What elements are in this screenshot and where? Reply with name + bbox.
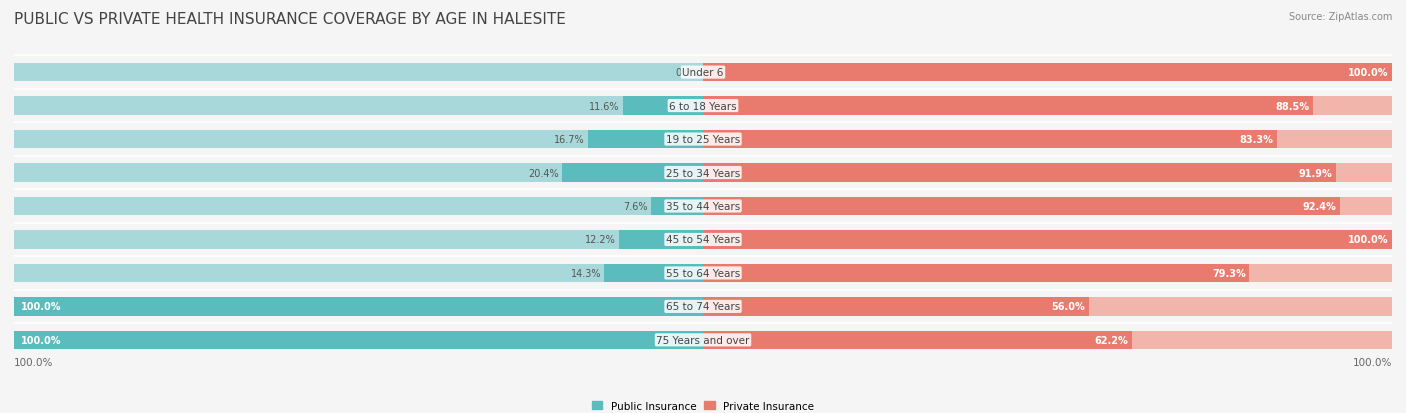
Text: Under 6: Under 6 bbox=[682, 68, 724, 78]
Text: 20.4%: 20.4% bbox=[529, 168, 560, 178]
Text: 91.9%: 91.9% bbox=[1299, 168, 1333, 178]
Bar bbox=[14, 164, 703, 182]
Bar bbox=[623, 97, 703, 116]
Text: 35 to 44 Years: 35 to 44 Years bbox=[666, 202, 740, 211]
Bar bbox=[703, 264, 1250, 282]
Bar bbox=[703, 131, 1392, 149]
Text: 12.2%: 12.2% bbox=[585, 235, 616, 245]
Bar bbox=[562, 164, 703, 182]
Bar bbox=[14, 331, 703, 349]
Bar bbox=[703, 164, 1336, 182]
Text: 62.2%: 62.2% bbox=[1094, 335, 1128, 345]
Bar bbox=[14, 331, 703, 349]
Bar bbox=[703, 197, 1340, 216]
Text: 65 to 74 Years: 65 to 74 Years bbox=[666, 301, 740, 312]
Text: 16.7%: 16.7% bbox=[554, 135, 585, 145]
Text: 19 to 25 Years: 19 to 25 Years bbox=[666, 135, 740, 145]
Bar bbox=[14, 231, 703, 249]
Text: 55 to 64 Years: 55 to 64 Years bbox=[666, 268, 740, 278]
Bar bbox=[703, 97, 1392, 116]
Bar bbox=[703, 64, 1392, 82]
Text: 14.3%: 14.3% bbox=[571, 268, 600, 278]
Legend: Public Insurance, Private Insurance: Public Insurance, Private Insurance bbox=[588, 396, 818, 413]
Bar bbox=[14, 297, 703, 316]
Text: 56.0%: 56.0% bbox=[1052, 301, 1085, 312]
Bar bbox=[703, 64, 1392, 82]
Text: 45 to 54 Years: 45 to 54 Years bbox=[666, 235, 740, 245]
Text: PUBLIC VS PRIVATE HEALTH INSURANCE COVERAGE BY AGE IN HALESITE: PUBLIC VS PRIVATE HEALTH INSURANCE COVER… bbox=[14, 12, 567, 27]
Text: 88.5%: 88.5% bbox=[1275, 101, 1309, 112]
Bar bbox=[703, 297, 1088, 316]
Bar bbox=[703, 264, 1392, 282]
Bar bbox=[703, 331, 1392, 349]
Bar bbox=[703, 164, 1392, 182]
Text: 100.0%: 100.0% bbox=[14, 357, 53, 367]
Text: 11.6%: 11.6% bbox=[589, 101, 620, 112]
Bar bbox=[703, 297, 1392, 316]
Text: 100.0%: 100.0% bbox=[21, 301, 62, 312]
Text: 100.0%: 100.0% bbox=[1353, 357, 1392, 367]
Bar bbox=[703, 231, 1392, 249]
Text: 100.0%: 100.0% bbox=[1348, 68, 1389, 78]
Text: 0.0%: 0.0% bbox=[675, 68, 700, 78]
Bar bbox=[14, 64, 703, 82]
Bar bbox=[619, 231, 703, 249]
Text: 100.0%: 100.0% bbox=[1348, 235, 1389, 245]
Bar bbox=[14, 197, 703, 216]
Bar bbox=[588, 131, 703, 149]
Bar bbox=[703, 231, 1392, 249]
Text: 83.3%: 83.3% bbox=[1240, 135, 1274, 145]
Bar bbox=[703, 331, 1132, 349]
Bar bbox=[703, 131, 1277, 149]
Bar bbox=[703, 97, 1313, 116]
Text: 6 to 18 Years: 6 to 18 Years bbox=[669, 101, 737, 112]
Text: 25 to 34 Years: 25 to 34 Years bbox=[666, 168, 740, 178]
Bar bbox=[14, 97, 703, 116]
Text: 79.3%: 79.3% bbox=[1212, 268, 1246, 278]
Text: Source: ZipAtlas.com: Source: ZipAtlas.com bbox=[1288, 12, 1392, 22]
Bar bbox=[14, 297, 703, 316]
Text: 100.0%: 100.0% bbox=[21, 335, 62, 345]
Text: 92.4%: 92.4% bbox=[1302, 202, 1336, 211]
Text: 7.6%: 7.6% bbox=[623, 202, 647, 211]
Bar bbox=[703, 197, 1392, 216]
Text: 75 Years and over: 75 Years and over bbox=[657, 335, 749, 345]
Bar bbox=[651, 197, 703, 216]
Bar bbox=[605, 264, 703, 282]
Bar bbox=[14, 264, 703, 282]
Bar bbox=[14, 131, 703, 149]
